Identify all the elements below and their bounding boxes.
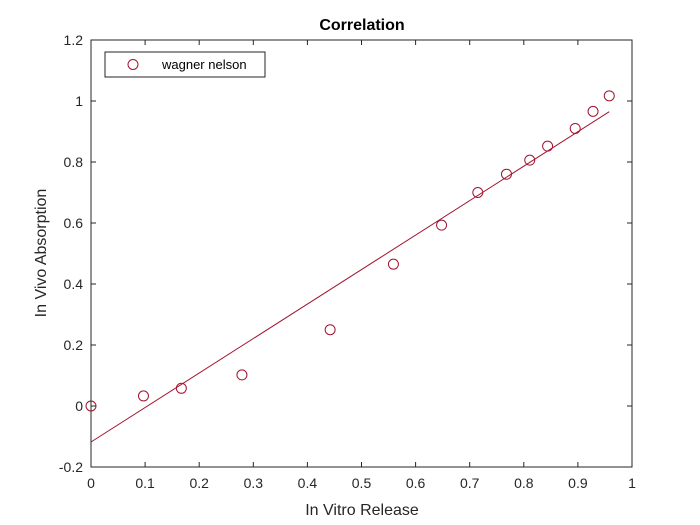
data-point	[387, 258, 399, 270]
y-axis-label: In Vivo Absorption	[33, 189, 50, 318]
y-tick-label: 1.2	[64, 32, 84, 48]
x-tick-label: 0.1	[135, 475, 155, 491]
plot-area: 0 0.1 0.2 0.3 0.4 0.5 0.6 0.7 0.8 0.9 1 -0.200.20.…	[59, 32, 636, 491]
x-tick-label: 0.5	[352, 475, 372, 491]
axes-background	[91, 40, 632, 467]
data-point	[175, 382, 187, 394]
x-tick-label: 0.6	[406, 475, 426, 491]
x-tick-label: 1	[628, 475, 636, 491]
x-tick-label: 0.7	[460, 475, 480, 491]
data-point	[500, 168, 512, 180]
x-axis-ticks: 0 0.1 0.2 0.3 0.4 0.5 0.6 0.7 0.8 0.9 1	[87, 40, 636, 491]
legend-label: wagner nelson	[161, 57, 247, 72]
y-tick-label: 0.4	[64, 276, 84, 292]
legend-box	[104, 51, 266, 78]
y-tick-label: 1	[75, 93, 83, 109]
chart-title: Correlation	[319, 17, 404, 34]
y-tick-label: 0.2	[64, 337, 84, 353]
data-point	[236, 369, 248, 381]
data-point	[436, 219, 448, 231]
legend-marker	[127, 59, 139, 70]
data-point	[472, 187, 484, 198]
x-tick-label: 0.4	[298, 475, 318, 491]
x-tick-label: 0	[87, 475, 95, 491]
data-point	[524, 154, 536, 166]
data-point	[587, 105, 599, 117]
data-point	[324, 324, 336, 336]
y-axis-ticks: -0.2 0 0.2 0.4 0.6 0.8 1 1.2	[59, 32, 632, 475]
x-tick-label: 0.2	[189, 475, 209, 491]
data-point	[542, 140, 554, 152]
y-tick-label: 0	[75, 398, 83, 414]
y-tick-label: -0.2	[59, 459, 83, 475]
fit-line	[90, 111, 610, 443]
legend: wagner nelson	[104, 51, 266, 78]
data-point	[137, 390, 149, 402]
y-tick-label: 0.6	[64, 215, 84, 231]
data-point	[569, 122, 581, 134]
x-tick-label: 0.8	[514, 475, 534, 491]
x-axis-label: In Vitro Release	[305, 502, 419, 519]
data-point	[603, 90, 615, 102]
x-tick-label: 0.3	[244, 475, 264, 491]
y-tick-label: 0.8	[64, 154, 84, 170]
x-tick-label: 0.9	[568, 475, 588, 491]
fit-line-layer	[90, 111, 610, 443]
